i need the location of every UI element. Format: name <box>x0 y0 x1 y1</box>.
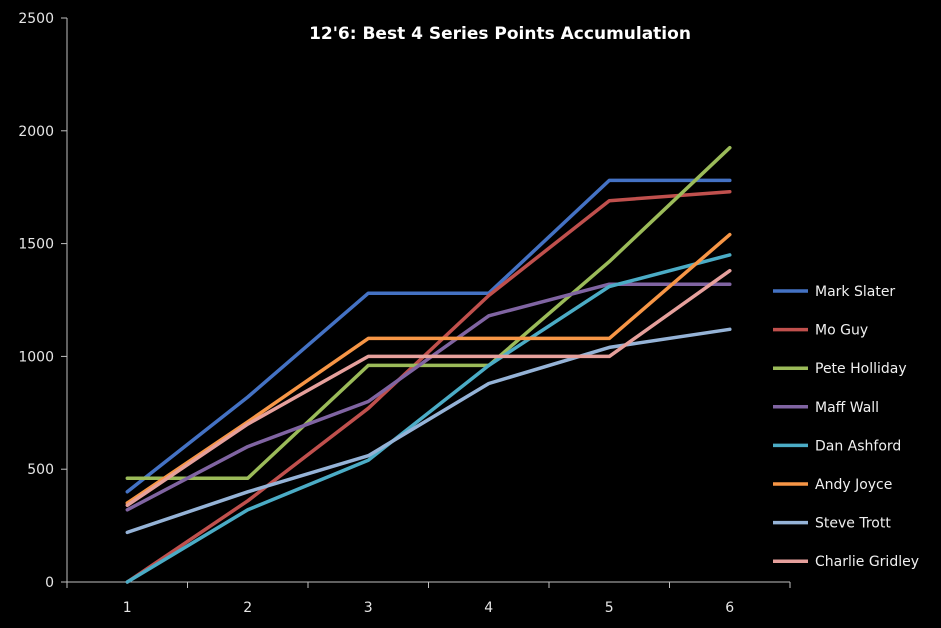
y-tick-label: 1500 <box>18 237 54 253</box>
series-line-andy-joyce <box>125 232 732 505</box>
series-line-mark-slater <box>125 178 732 494</box>
legend-label-steve-trott: Steve Trott <box>815 516 891 532</box>
x-tick-label: 1 <box>123 600 132 616</box>
y-tick-label: 500 <box>27 462 54 478</box>
series-line-dan-ashford <box>125 253 732 584</box>
y-tick-label: 0 <box>45 575 54 591</box>
y-tick-label: 1000 <box>18 349 54 365</box>
series-lines <box>125 145 732 584</box>
legend-label-pete-holliday: Pete Holliday <box>815 361 907 377</box>
legend-label-mo-guy: Mo Guy <box>815 323 868 339</box>
y-tick-label: 2000 <box>18 124 54 140</box>
y-tick-label: 2500 <box>18 11 54 27</box>
x-tick-label: 3 <box>364 600 373 616</box>
series-line-steve-trott <box>125 327 732 535</box>
chart-title: 12'6: Best 4 Series Points Accumulation <box>309 24 691 44</box>
series-line-pete-holliday <box>125 145 732 480</box>
legend: Mark Slater Mo Guy Pete Holliday Maff Wall D… <box>773 284 919 570</box>
axes: 0 500 1000 1500 2000 2500 1 2 3 4 5 6 <box>18 11 791 616</box>
x-tick-label: 2 <box>243 600 252 616</box>
legend-label-maff-wall: Maff Wall <box>815 400 879 416</box>
legend-label-andy-joyce: Andy Joyce <box>815 477 892 493</box>
legend-label-mark-slater: Mark Slater <box>815 284 895 300</box>
series-line-charlie-gridley <box>125 268 732 508</box>
series-line-maff-wall <box>125 282 732 512</box>
x-tick-label: 6 <box>725 600 734 616</box>
x-tick-label: 5 <box>605 600 614 616</box>
x-tick-label: 4 <box>484 600 493 616</box>
legend-label-charlie-gridley: Charlie Gridley <box>815 554 919 570</box>
legend-label-dan-ashford: Dan Ashford <box>815 438 901 454</box>
series-line-mo-guy <box>125 189 732 584</box>
